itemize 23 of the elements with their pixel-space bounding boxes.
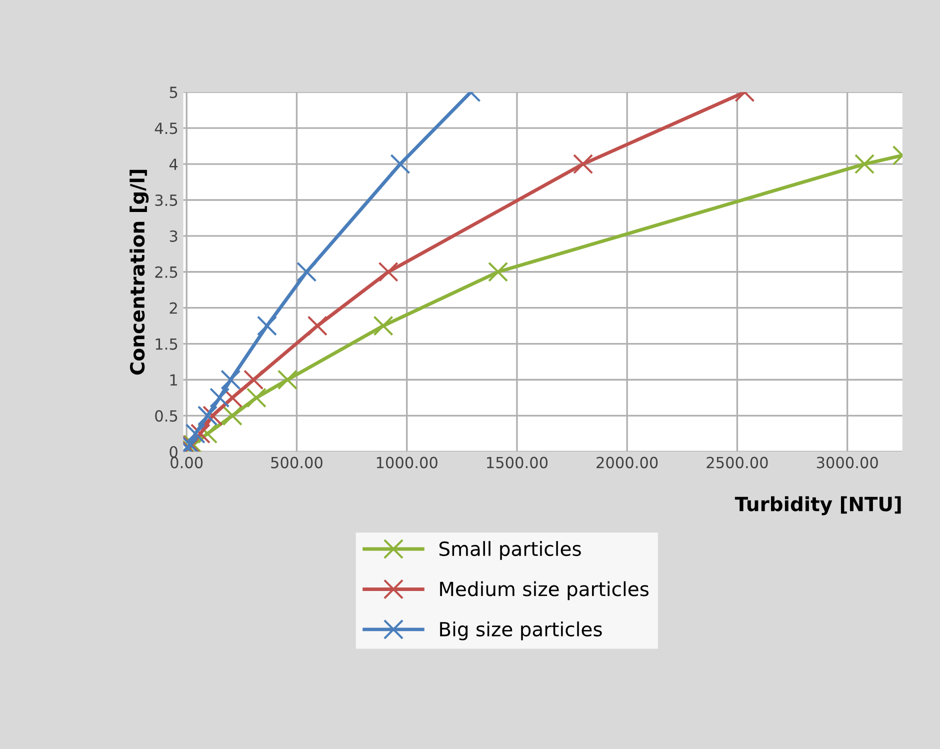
y-tick-label: 2.5 — [155, 266, 178, 278]
x-tick-label: 1500.00 — [487, 456, 548, 468]
x-tick-label: 2500.00 — [706, 456, 768, 468]
legend-label: Big size particles — [440, 621, 602, 640]
x-tick-label: 500.00 — [271, 456, 322, 468]
y-tick-label: 0 — [170, 446, 178, 458]
x-axis-title: Turbidity [NTU] — [734, 496, 901, 516]
y-tick-label: 2 — [170, 302, 177, 314]
y-tick-label: 1 — [170, 374, 178, 386]
y-tick-label: 5 — [170, 86, 178, 98]
y-tick-label: 3.5 — [155, 194, 178, 206]
y-tick-label: 0.5 — [155, 410, 178, 422]
x-tick-label: 2000.00 — [596, 456, 658, 468]
y-tick-label: 4 — [169, 158, 178, 170]
x-tick-label: 1000.00 — [376, 456, 438, 468]
x-tick-label: 3000.00 — [816, 456, 878, 468]
x-tick-label: 0.00 — [170, 456, 203, 468]
y-axis-title: Concentration [g/l] — [130, 170, 149, 375]
legend-label: Medium size particles — [440, 581, 649, 600]
y-tick-label: 4.5 — [154, 122, 178, 134]
y-tick-label: 1.5 — [156, 338, 178, 350]
legend-label: Small particles — [439, 541, 581, 560]
y-tick-label: 3 — [170, 230, 178, 242]
